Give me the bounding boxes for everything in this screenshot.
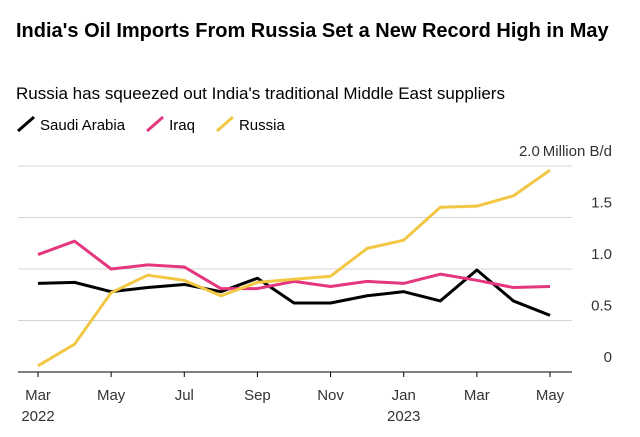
x-tick-label: Jul (175, 387, 194, 404)
x-tick-label: Jan (392, 387, 416, 404)
legend-label: Russia (239, 117, 286, 134)
series-line (37, 239, 551, 291)
x-tick-label: Mar (25, 387, 51, 404)
x-tick-label: Sep (244, 387, 271, 404)
y-tick-label: 1.0 (591, 246, 612, 263)
x-tick-label: Mar (464, 387, 490, 404)
y-tick-label: 0.5 (591, 298, 612, 315)
x-tick-label: May (536, 387, 565, 404)
legend-swatch (215, 115, 234, 133)
series-line (37, 268, 551, 317)
x-tick-label: May (97, 387, 126, 404)
x-year-label: 2023 (387, 408, 420, 425)
x-year-label: 2022 (21, 408, 54, 425)
chart-subtitle: Russia has squeezed out India's traditio… (16, 84, 505, 103)
y-tick-label: 1.5 (591, 195, 612, 212)
legend-label: Saudi Arabia (40, 117, 126, 134)
chart-title: India's Oil Imports From Russia Set a Ne… (16, 20, 609, 42)
series-line (37, 168, 551, 368)
y-tick-label: 0 (604, 349, 612, 366)
legend-swatch (17, 115, 35, 133)
legend-swatch (146, 115, 165, 133)
legend-label: Iraq (169, 117, 195, 134)
y-tick-label: 2.0 (519, 143, 540, 160)
x-tick-label: Nov (317, 387, 344, 404)
y-unit: Million B/d (543, 143, 612, 160)
